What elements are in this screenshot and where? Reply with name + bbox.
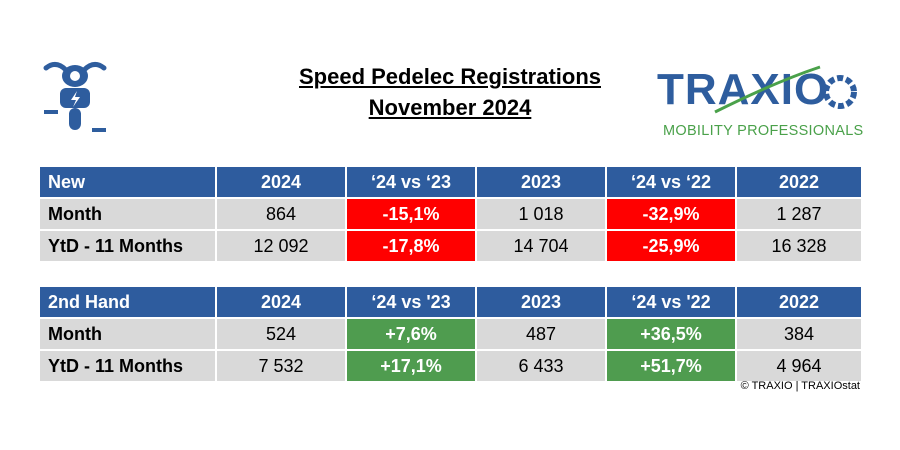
row-label: YtD - 11 Months <box>40 231 217 263</box>
header-cell: ‘24 vs '22 <box>607 287 737 319</box>
value-cell: 384 <box>737 319 863 351</box>
new-registrations-table: New 2024 ‘24 vs ‘23 2023 ‘24 vs ‘22 2022… <box>40 167 863 263</box>
table-header-row: New 2024 ‘24 vs ‘23 2023 ‘24 vs ‘22 2022 <box>40 167 863 199</box>
change-cell: -15,1% <box>347 199 477 231</box>
value-cell: 7 532 <box>217 351 347 383</box>
value-cell: 1 018 <box>477 199 607 231</box>
header-cell: 2022 <box>737 287 863 319</box>
page-title-line1: Speed Pedelec Registrations <box>299 64 601 89</box>
copyright-note: © TRAXIO | TRAXIOstat <box>740 380 860 392</box>
page-title-line2: November 2024 <box>368 95 532 120</box>
value-cell: 14 704 <box>477 231 607 263</box>
value-cell: 6 433 <box>477 351 607 383</box>
header-cell: ‘24 vs ‘22 <box>607 167 737 199</box>
table-row: YtD - 11 Months 12 092 -17,8% 14 704 -25… <box>40 231 863 263</box>
header-cell: 2023 <box>477 287 607 319</box>
header-cell: ‘24 vs '23 <box>347 287 477 319</box>
value-cell: 524 <box>217 319 347 351</box>
header-cell: 2024 <box>217 287 347 319</box>
second-hand-registrations-table: 2nd Hand 2024 ‘24 vs '23 2023 ‘24 vs '22… <box>40 287 863 383</box>
change-cell: +7,6% <box>347 319 477 351</box>
value-cell: 4 964 <box>737 351 863 383</box>
header-cell: 2022 <box>737 167 863 199</box>
logo-swoosh <box>714 65 857 114</box>
table-row: YtD - 11 Months 7 532 +17,1% 6 433 +51,7… <box>40 351 863 383</box>
value-cell: 487 <box>477 319 607 351</box>
table-row: Month 864 -15,1% 1 018 -32,9% 1 287 <box>40 199 863 231</box>
value-cell: 16 328 <box>737 231 863 263</box>
header-cell: 2nd Hand <box>40 287 217 319</box>
value-cell: 1 287 <box>737 199 863 231</box>
change-cell: +17,1% <box>347 351 477 383</box>
header-cell: New <box>40 167 217 199</box>
change-cell: -32,9% <box>607 199 737 231</box>
header-cell: ‘24 vs ‘23 <box>347 167 477 199</box>
value-cell: 864 <box>217 199 347 231</box>
change-cell: +51,7% <box>607 351 737 383</box>
change-cell: -25,9% <box>607 231 737 263</box>
change-cell: -17,8% <box>347 231 477 263</box>
header-cell: 2024 <box>217 167 347 199</box>
speed-pedelec-rider-icon <box>40 58 110 138</box>
row-label: Month <box>40 319 217 351</box>
table-header-row: 2nd Hand 2024 ‘24 vs '23 2023 ‘24 vs '22… <box>40 287 863 319</box>
logo-tagline: MOBILITY PROFESSIONALS <box>663 123 864 139</box>
traxio-logo: TRAXIO MOBILITY PROFESSIONALS <box>655 62 870 150</box>
row-label: Month <box>40 199 217 231</box>
change-cell: +36,5% <box>607 319 737 351</box>
table-row: Month 524 +7,6% 487 +36,5% 384 <box>40 319 863 351</box>
value-cell: 12 092 <box>217 231 347 263</box>
row-label: YtD - 11 Months <box>40 351 217 383</box>
header-cell: 2023 <box>477 167 607 199</box>
